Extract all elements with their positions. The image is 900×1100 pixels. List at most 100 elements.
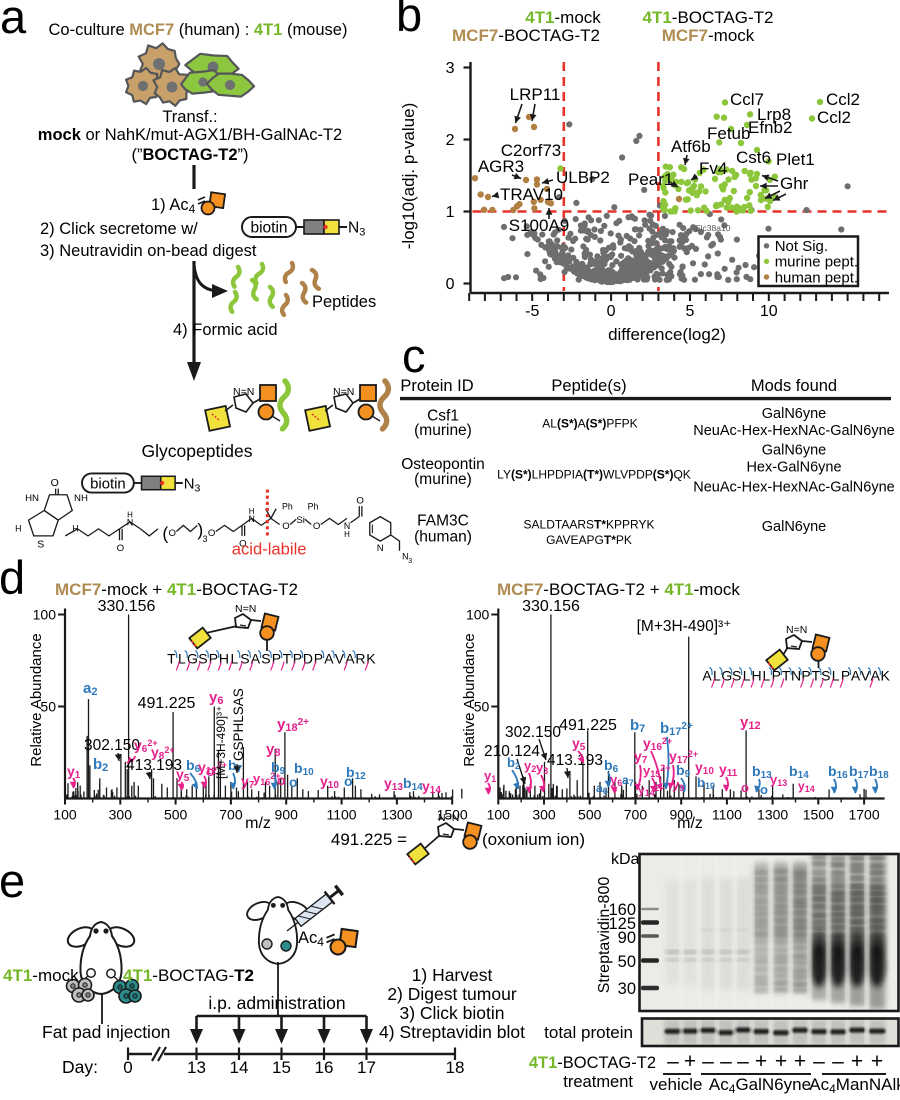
svg-text:Co-culture MCF7 (human) : 4T1: Co-culture MCF7 (human) : 4T1 (mouse) <box>49 21 348 39</box>
svg-text:GalN6yne: GalN6yne <box>762 406 826 422</box>
svg-text:Streptavidin-800: Streptavidin-800 <box>596 877 613 994</box>
svg-text:N3: N3 <box>348 220 365 239</box>
svg-text:O: O <box>208 528 216 539</box>
svg-text:S: S <box>821 668 830 684</box>
svg-text:3: 3 <box>446 60 455 77</box>
svg-text:GSPHLSAS: GSPHLSAS <box>231 688 246 761</box>
svg-text:y10: y10 <box>320 773 339 791</box>
svg-text:Cst6: Cst6 <box>736 148 771 167</box>
svg-text:–: – <box>720 1050 732 1073</box>
svg-text:y13: y13 <box>384 775 403 793</box>
svg-text:NeuAc-Hex-HexNAc-GalN6yne: NeuAc-Hex-HexNAc-GalN6yne <box>693 423 894 439</box>
svg-text:100: 100 <box>487 807 511 823</box>
svg-text:Hex-GalN6yne: Hex-GalN6yne <box>746 460 841 476</box>
svg-text:330.156: 330.156 <box>98 598 156 615</box>
svg-text:90: 90 <box>618 929 636 947</box>
svg-text:Not Sig.: Not Sig. <box>775 238 828 255</box>
svg-text:Ac4GalN6yne: Ac4GalN6yne <box>709 1075 811 1095</box>
svg-text:[M+3H-490]³⁺: [M+3H-490]³⁺ <box>637 618 732 635</box>
svg-text:O: O <box>169 528 177 539</box>
svg-text:900: 900 <box>275 807 299 823</box>
svg-text:17: 17 <box>357 1058 376 1077</box>
svg-text:1: 1 <box>446 204 455 221</box>
svg-text:(murine): (murine) <box>414 471 472 488</box>
svg-text:1100: 1100 <box>326 807 356 823</box>
svg-text:O: O <box>117 543 125 554</box>
svg-text:+: + <box>775 1050 787 1073</box>
svg-text:MCF7-BOCTAG-T2: MCF7-BOCTAG-T2 <box>452 26 600 45</box>
svg-text:FAM3C: FAM3C <box>417 513 469 530</box>
svg-text:y13: y13 <box>770 772 787 788</box>
svg-text:P: P <box>801 668 810 684</box>
svg-text:L: L <box>231 651 239 667</box>
svg-text:1300: 1300 <box>381 807 412 823</box>
svg-text:491.225 =: 491.225 = <box>331 830 407 849</box>
svg-text:3) Click biotin: 3) Click biotin <box>399 1003 504 1023</box>
svg-text:50: 50 <box>40 699 56 715</box>
svg-text:–: – <box>667 1050 679 1073</box>
svg-text:900: 900 <box>670 807 694 823</box>
svg-text:b172+: b172+ <box>660 720 693 738</box>
svg-text:kDa: kDa <box>611 851 640 868</box>
svg-text:o: o <box>289 774 298 790</box>
svg-text:b7: b7 <box>630 717 645 735</box>
svg-text:O: O <box>51 477 59 489</box>
svg-text:d: d <box>0 551 25 604</box>
svg-text:MCF7-BOCTAG-T2 + 4T1-mock: MCF7-BOCTAG-T2 + 4T1-mock <box>497 580 740 599</box>
svg-text:Si: Si <box>296 515 305 526</box>
svg-text:N: N <box>344 521 350 531</box>
svg-text:O: O <box>239 538 247 549</box>
svg-text:LRP11: LRP11 <box>510 85 561 104</box>
svg-text:b18: b18 <box>869 763 889 781</box>
svg-text:N=N: N=N <box>438 812 459 824</box>
svg-text:491.225: 491.225 <box>138 695 196 712</box>
svg-text:GalN6yne: GalN6yne <box>762 519 826 535</box>
svg-text:100: 100 <box>33 607 57 623</box>
svg-text:Slc38a10: Slc38a10 <box>695 223 731 233</box>
svg-text:Peptides: Peptides <box>312 293 376 311</box>
svg-text:i.p. administration: i.p. administration <box>208 993 345 1013</box>
svg-text:–: – <box>813 1050 825 1073</box>
svg-text:Osteopontin: Osteopontin <box>401 456 485 473</box>
svg-text:y2: y2 <box>524 758 536 774</box>
svg-text:LY(S*)LHPDPIA(T*)WLVPDP(S*)QK: LY(S*)LHPDPIA(T*)WLVPDP(S*)QK <box>497 468 691 482</box>
svg-text:Lrp8: Lrp8 <box>757 105 791 124</box>
svg-text:D: D <box>303 651 313 667</box>
svg-text:b10: b10 <box>294 760 314 778</box>
svg-text:Csf1: Csf1 <box>427 408 459 425</box>
svg-text:1500: 1500 <box>803 807 834 823</box>
svg-text:a6: a6 <box>596 781 608 796</box>
svg-text:A: A <box>345 651 355 667</box>
svg-text:N3: N3 <box>184 476 201 494</box>
svg-text:700: 700 <box>624 807 648 823</box>
svg-text:18: 18 <box>446 1058 465 1077</box>
svg-text:o: o <box>277 772 286 788</box>
svg-text:S: S <box>37 538 44 550</box>
svg-text:b16: b16 <box>828 763 848 781</box>
svg-text:Relative Abundance: Relative Abundance <box>28 633 45 766</box>
svg-text:5: 5 <box>685 303 694 320</box>
svg-text:MCF7-mock + 4T1-BOCTAG-T2: MCF7-mock + 4T1-BOCTAG-T2 <box>55 580 298 599</box>
svg-text:3: 3 <box>408 558 412 565</box>
svg-text:P: P <box>272 651 281 667</box>
svg-text:P: P <box>209 651 218 667</box>
svg-text:A: A <box>851 668 861 684</box>
svg-text:3) Neutravidin on-bead digest: 3) Neutravidin on-bead digest <box>40 242 257 260</box>
svg-text:TRAV10: TRAV10 <box>500 185 563 204</box>
svg-text:b: b <box>396 0 422 41</box>
svg-text:1) Harvest: 1) Harvest <box>412 965 493 985</box>
svg-text:4) Formic acid: 4) Formic acid <box>173 321 278 339</box>
svg-text:y8: y8 <box>266 741 280 759</box>
svg-text:700: 700 <box>219 807 243 823</box>
svg-text:P: P <box>841 668 850 684</box>
svg-text:500: 500 <box>578 807 602 823</box>
svg-text:GalN6yne: GalN6yne <box>762 443 826 459</box>
svg-text:y12: y12 <box>740 714 761 732</box>
svg-text:H: H <box>249 507 255 516</box>
svg-text:P: P <box>314 651 323 667</box>
svg-text:GAVEAPGT*PK: GAVEAPGT*PK <box>546 533 632 547</box>
svg-text:N: N <box>402 552 408 562</box>
svg-text:HN: HN <box>25 493 39 504</box>
svg-text:y1: y1 <box>484 768 496 784</box>
svg-text:2) Click secretome w/: 2) Click secretome w/ <box>40 220 198 238</box>
